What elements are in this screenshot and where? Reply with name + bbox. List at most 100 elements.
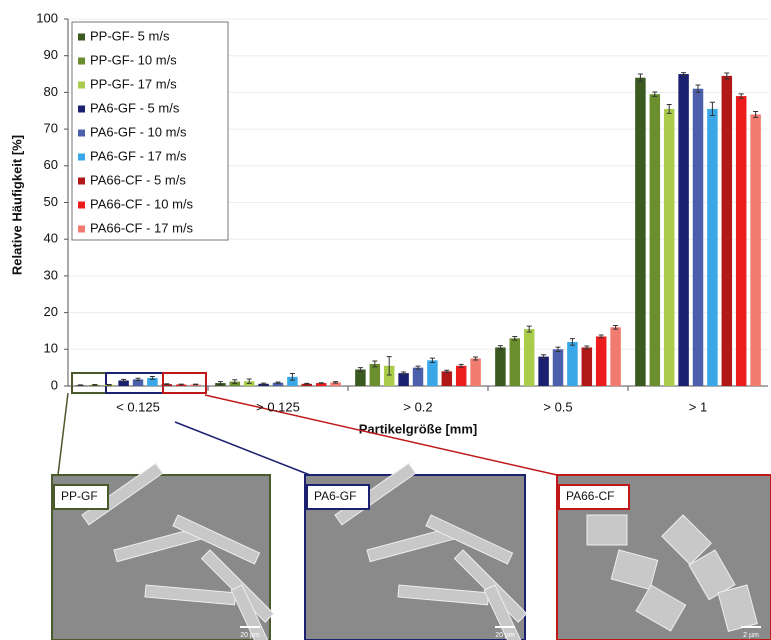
scale-label: 2 µm <box>743 632 759 639</box>
y-tick-label: 30 <box>44 267 58 282</box>
error-bar <box>318 382 324 384</box>
error-bar <box>357 367 363 372</box>
error-bar <box>77 384 83 387</box>
connector <box>174 421 311 476</box>
legend-label: PA66-CF - 5 m/s <box>90 172 186 187</box>
legend-label: PP-GF- 5 m/s <box>90 28 170 43</box>
legend-swatch <box>78 201 85 209</box>
error-bar <box>178 383 184 386</box>
bar <box>509 338 521 386</box>
bar <box>567 341 578 386</box>
error-bar <box>415 365 421 370</box>
bar <box>707 108 718 386</box>
error-bar <box>92 384 98 386</box>
bar <box>369 363 381 386</box>
error-bar <box>261 382 267 386</box>
scale-label: 20 µm <box>495 632 515 639</box>
error-bar <box>569 338 575 346</box>
inset-label: PP-GF <box>61 489 98 503</box>
fiber <box>586 514 628 546</box>
bar <box>735 96 747 386</box>
error-bar <box>444 369 450 373</box>
bar <box>470 358 481 386</box>
y-axis-title: Relative Häufigkeit [%] <box>9 135 24 275</box>
bar <box>412 367 424 386</box>
bar <box>635 77 646 386</box>
legend-swatch <box>78 81 85 89</box>
fiber <box>635 584 687 632</box>
x-axis-title: Partikelgröße [mm] <box>359 421 477 436</box>
bar <box>721 75 733 386</box>
y-tick-label: 70 <box>44 121 58 136</box>
error-bar <box>232 379 238 384</box>
legend-swatch <box>78 33 85 41</box>
x-tick-label: > 1 <box>689 399 707 414</box>
error-bar <box>193 383 199 386</box>
error-bar <box>106 384 112 386</box>
error-bar <box>458 363 464 368</box>
bar <box>161 384 173 386</box>
inset-label-box <box>306 484 370 510</box>
y-tick-label: 20 <box>44 304 58 319</box>
y-tick-label: 0 <box>51 377 58 392</box>
y-tick-label: 60 <box>44 157 58 172</box>
bar <box>427 360 438 386</box>
error-bar <box>304 382 310 385</box>
inset-label: PA66-CF <box>566 489 614 503</box>
inset-label-box <box>53 484 109 510</box>
bar <box>301 383 313 386</box>
error-bar <box>584 345 590 350</box>
x-tick-label: > 0.5 <box>543 399 572 414</box>
error-bar <box>724 72 730 80</box>
error-bar <box>541 354 547 359</box>
error-bar <box>695 84 701 93</box>
error-bar <box>753 110 759 118</box>
error-bar <box>652 91 658 97</box>
error-bar <box>613 324 619 330</box>
scale-label: 20 µm <box>240 632 260 639</box>
error-bar <box>709 101 715 117</box>
error-bar <box>289 373 295 381</box>
legend-swatch <box>78 105 85 113</box>
error-bar <box>637 73 643 82</box>
bar <box>610 327 621 386</box>
legend-label: PP-GF- 10 m/s <box>90 52 177 67</box>
inset-label: PA6-GF <box>314 489 356 503</box>
connector <box>204 394 558 476</box>
legend-swatch <box>78 225 85 233</box>
bar <box>272 382 284 386</box>
x-tick-label: > 0.125 <box>256 399 300 414</box>
legend-label: PA6-GF - 17 m/s <box>90 148 187 163</box>
bar <box>383 365 395 386</box>
bar <box>132 379 144 386</box>
error-bar <box>149 375 155 380</box>
error-bar <box>681 72 687 77</box>
fiber <box>172 514 261 565</box>
legend-label: PA6-GF - 5 m/s <box>90 100 180 115</box>
error-bar <box>473 356 479 361</box>
error-bar <box>526 325 532 333</box>
x-tick-label: > 0.2 <box>403 399 432 414</box>
bar <box>595 336 607 386</box>
bar <box>441 371 453 386</box>
fiber <box>483 584 534 640</box>
bar <box>649 94 661 387</box>
error-bar <box>666 104 672 114</box>
y-tick-label: 10 <box>44 341 58 356</box>
bar <box>287 376 298 386</box>
y-tick-label: 50 <box>44 194 58 209</box>
bar <box>330 382 341 386</box>
y-tick-label: 100 <box>36 10 58 25</box>
bar <box>455 365 467 386</box>
error-bar <box>497 345 503 350</box>
bar <box>750 114 761 387</box>
zoom-box <box>71 372 107 394</box>
error-bar <box>386 356 392 376</box>
error-bar <box>275 381 281 384</box>
error-bar <box>429 357 435 364</box>
bar <box>678 74 689 387</box>
zoom-box <box>162 372 207 394</box>
bar <box>663 108 675 386</box>
